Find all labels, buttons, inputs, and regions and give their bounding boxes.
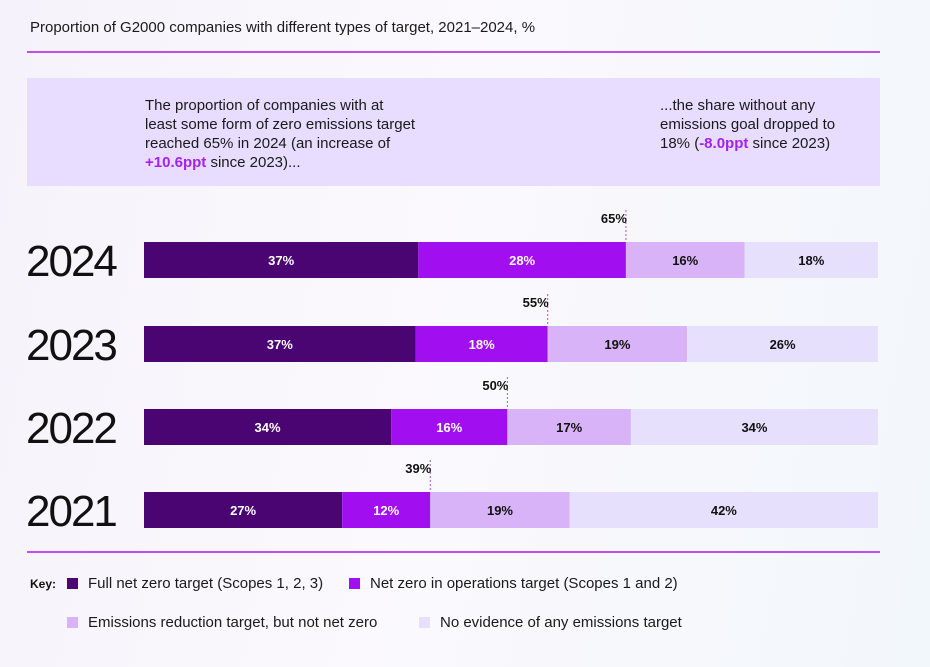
legend-swatch (67, 578, 78, 589)
bar-label-2021-no-evidence-of-any-emissions-target: 42% (711, 503, 737, 518)
net-zero-total-2024: 65% (601, 211, 627, 226)
year-label-2024: 2024 (26, 237, 117, 286)
bar-2024-emissions-reduction-target-but-not-net-zero (625, 242, 745, 278)
top-divider (27, 51, 880, 53)
bar-label-2024-net-zero-in-operations-target-scopes-1-and-2: 28% (509, 253, 535, 268)
callout-right: ...the share without any emissions goal … (660, 96, 870, 153)
bar-2021-net-zero-in-operations-target-scopes-1-and-2 (342, 492, 431, 528)
bar-label-2024-full-net-zero-target-scopes-1-2-3: 37% (268, 253, 294, 268)
legend-item-no-evidence: No evidence of any emissions target (419, 614, 682, 631)
bar-label-2023-net-zero-in-operations-target-scopes-1-and-2: 18% (469, 337, 495, 352)
legend-item-full-net-zero: Full net zero target (Scopes 1, 2, 3) (67, 575, 323, 592)
callout-left-highlight: +10.6ppt (145, 154, 207, 171)
bar-label-2023-full-net-zero-target-scopes-1-2-3: 37% (267, 337, 293, 352)
bar-2021-full-net-zero-target-scopes-1-2-3 (144, 492, 343, 528)
callout-left-text: The proportion of companies with at leas… (145, 97, 416, 152)
bar-2024-net-zero-in-operations-target-scopes-1-and-2 (418, 242, 626, 278)
bottom-divider (27, 551, 880, 553)
legend-swatch (349, 578, 360, 589)
legend-swatch (67, 617, 78, 628)
bar-2022-net-zero-in-operations-target-scopes-1-and-2 (391, 409, 508, 445)
net-zero-total-2023: 55% (523, 295, 549, 310)
year-label-2023: 2023 (26, 321, 116, 370)
chart-title: Proportion of G2000 companies with diffe… (30, 19, 536, 36)
legend-label: No evidence of any emissions target (440, 614, 682, 631)
callout-left-tail: since 2023)... (206, 154, 301, 171)
bar-2023-emissions-reduction-target-but-not-net-zero (547, 326, 688, 362)
callout-right-tail: since 2023) (748, 135, 831, 152)
bar-2022-no-evidence-of-any-emissions-target (630, 409, 878, 445)
bar-label-2022-full-net-zero-target-scopes-1-2-3: 34% (255, 420, 281, 435)
callout-panel (27, 78, 880, 186)
bar-2021-no-evidence-of-any-emissions-target (569, 492, 878, 528)
bar-2023-net-zero-in-operations-target-scopes-1-and-2 (415, 326, 548, 362)
legend-label: Emissions reduction target, but not net … (88, 614, 378, 631)
callout-right-highlight: -8.0ppt (699, 135, 749, 152)
net-zero-total-2021: 39% (405, 461, 431, 476)
year-label-2021: 2021 (26, 487, 116, 536)
callout-left: The proportion of companies with at leas… (145, 96, 465, 172)
year-label-2022: 2022 (26, 404, 116, 453)
legend-item-operations-net-zero: Net zero in operations target (Scopes 1 … (349, 575, 678, 592)
callout-right-text: ...the share without any emissions goal … (660, 97, 836, 152)
bar-label-2024-emissions-reduction-target-but-not-net-zero: 16% (672, 253, 698, 268)
bar-label-2021-emissions-reduction-target-but-not-net-zero: 19% (487, 503, 513, 518)
bar-label-2022-no-evidence-of-any-emissions-target: 34% (741, 420, 767, 435)
bar-label-2024-no-evidence-of-any-emissions-target: 18% (798, 253, 824, 268)
bar-label-2022-net-zero-in-operations-target-scopes-1-and-2: 16% (436, 420, 462, 435)
net-zero-total-2022: 50% (482, 378, 508, 393)
bar-2024-full-net-zero-target-scopes-1-2-3 (144, 242, 419, 278)
bar-label-2023-emissions-reduction-target-but-not-net-zero: 19% (604, 337, 630, 352)
bar-label-2021-full-net-zero-target-scopes-1-2-3: 27% (230, 503, 256, 518)
bar-label-2023-no-evidence-of-any-emissions-target: 26% (770, 337, 796, 352)
bar-2022-full-net-zero-target-scopes-1-2-3 (144, 409, 392, 445)
bar-2022-emissions-reduction-target-but-not-net-zero (507, 409, 631, 445)
bar-label-2022-emissions-reduction-target-but-not-net-zero: 17% (556, 420, 582, 435)
bar-2024-no-evidence-of-any-emissions-target (744, 242, 878, 278)
bar-label-2021-net-zero-in-operations-target-scopes-1-and-2: 12% (373, 503, 399, 518)
legend-swatch (419, 617, 430, 628)
legend-label: Net zero in operations target (Scopes 1 … (370, 575, 678, 592)
bar-2021-emissions-reduction-target-but-not-net-zero (430, 492, 570, 528)
bar-2023-no-evidence-of-any-emissions-target (687, 326, 878, 362)
legend-key-label: Key: (30, 577, 57, 591)
legend-label: Full net zero target (Scopes 1, 2, 3) (88, 575, 324, 592)
bar-2023-full-net-zero-target-scopes-1-2-3 (144, 326, 416, 362)
legend-item-reduction-target: Emissions reduction target, but not net … (67, 614, 377, 631)
